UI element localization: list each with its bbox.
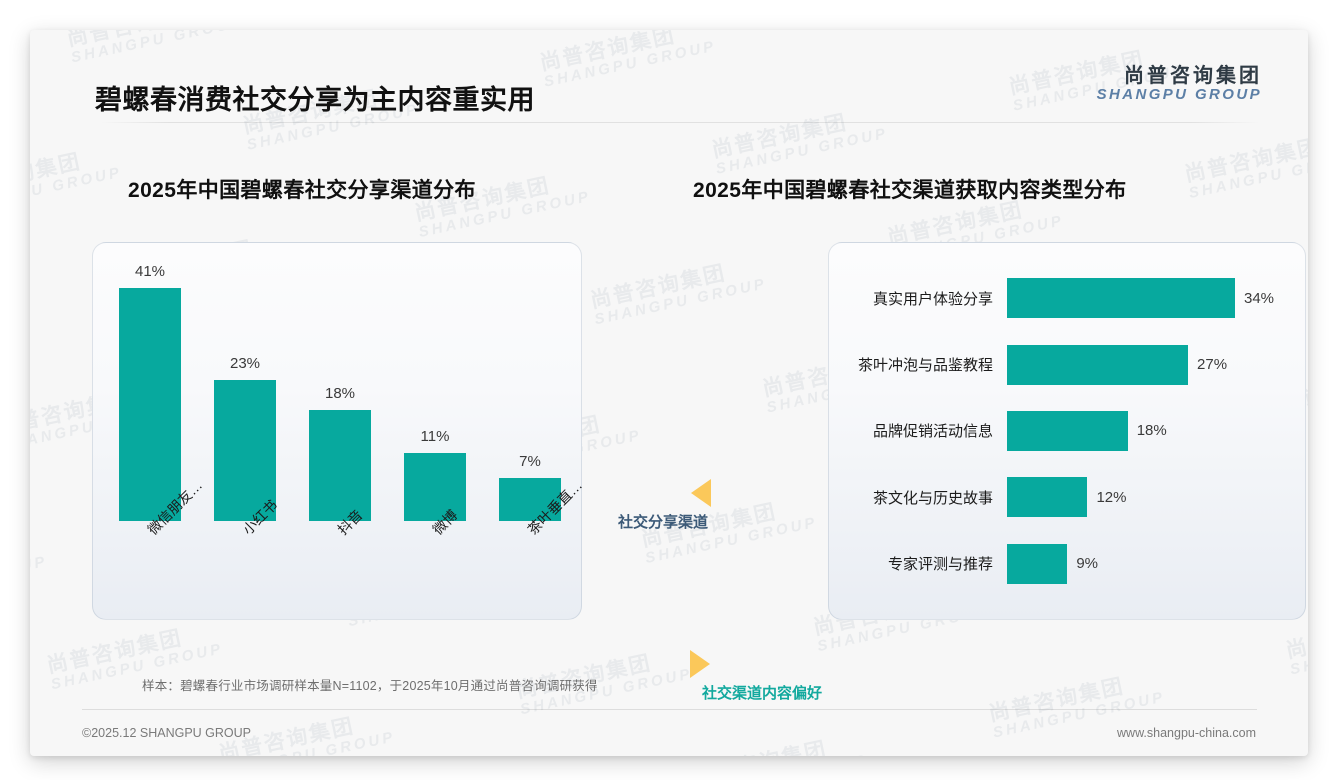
bar[interactable] bbox=[119, 288, 181, 521]
vertical-bar-plot-area: 41% 23% 18% 11% 7% bbox=[119, 263, 561, 521]
slide-footer: ©2025.12 SHANGPU GROUP www.shangpu-china… bbox=[30, 710, 1308, 756]
bar-row[interactable]: 茶文化与历史故事 12% bbox=[829, 477, 1291, 518]
logo-english-text: SHANGPU GROUP bbox=[1096, 86, 1262, 104]
bar-column[interactable]: 7% bbox=[499, 263, 561, 521]
category-label-cell: 微博 bbox=[404, 507, 466, 611]
annotation-channel-label: 社交分享渠道 bbox=[618, 514, 709, 531]
bar-column[interactable]: 23% bbox=[214, 263, 276, 521]
header-divider bbox=[100, 122, 1260, 123]
bar-row[interactable]: 专家评测与推荐 9% bbox=[829, 543, 1291, 584]
bar[interactable] bbox=[1007, 278, 1235, 319]
category-label-cell: 微信朋友… bbox=[119, 477, 205, 611]
footer-website[interactable]: www.shangpu-china.com bbox=[1117, 726, 1256, 740]
category-label-cell: 抖音 bbox=[309, 507, 371, 611]
right-chart-panel: 2025年中国碧螺春社交渠道获取内容类型分布 真实用户体验分享 34% 茶叶冲泡与品… bbox=[685, 122, 1306, 620]
bar-value-label: 23% bbox=[229, 354, 261, 372]
footer-copyright: ©2025.12 SHANGPU GROUP bbox=[82, 726, 251, 740]
bar[interactable] bbox=[1007, 410, 1128, 451]
annotation-social-share-channel: 社交分享渠道 bbox=[618, 479, 711, 532]
bar-value-label: 18% bbox=[324, 385, 356, 403]
brand-logo: 尚普咨询集团 SHANGPU GROUP bbox=[1097, 65, 1262, 104]
bar[interactable] bbox=[404, 453, 466, 521]
bar-row[interactable]: 茶叶冲泡与品鉴教程 27% bbox=[829, 344, 1291, 385]
bar-value-label: 18% bbox=[1136, 422, 1167, 440]
category-label: 专家评测与推荐 bbox=[887, 556, 993, 574]
bar-column[interactable]: 11% bbox=[404, 263, 466, 521]
left-chart-title: 2025年中国碧螺春社交分享渠道分布 bbox=[128, 179, 476, 202]
bar-value-label: 41% bbox=[134, 263, 166, 280]
bar-row[interactable]: 品牌促销活动信息 18% bbox=[829, 410, 1291, 451]
right-chart-title: 2025年中国碧螺春社交渠道获取内容类型分布 bbox=[693, 179, 1127, 202]
category-label-cell: 茶叶垂直… bbox=[499, 477, 585, 611]
source-footnote: 样本：碧螺春行业市场调研样本量N=1102，于2025年10月通过尚普咨询调研获… bbox=[142, 679, 598, 693]
category-label: 茶文化与历史故事 bbox=[872, 489, 993, 507]
vertical-bar-category-axis: 微信朋友… 小红书 抖音 微博 茶叶垂直… bbox=[119, 477, 585, 611]
logo-chinese-text: 尚普咨询集团 bbox=[1124, 65, 1262, 87]
bar[interactable] bbox=[214, 379, 276, 521]
category-label-cell: 小红书 bbox=[214, 497, 280, 611]
bar[interactable] bbox=[1007, 543, 1068, 584]
left-chart-panel: 2025年中国碧螺春社交分享渠道分布 41% 23% 18% 11% 7% 微信朋友… 小… bbox=[92, 122, 612, 620]
bar[interactable] bbox=[1007, 477, 1088, 518]
category-label: 茶叶冲泡与品鉴教程 bbox=[857, 357, 993, 375]
bar[interactable] bbox=[309, 410, 371, 521]
bar-value-label: 12% bbox=[1096, 488, 1127, 506]
category-label: 品牌促销活动信息 bbox=[872, 423, 993, 441]
annotation-preference-label: 社交渠道内容偏好 bbox=[702, 685, 823, 702]
right-chart-card: 真实用户体验分享 34% 茶叶冲泡与品鉴教程 27% 品牌促销活动信息 18% 茶文化与历史… bbox=[828, 242, 1306, 620]
category-label: 真实用户体验分享 bbox=[872, 290, 993, 308]
page-title: 碧螺春消费社交分享为主内容重实用 bbox=[95, 85, 535, 115]
bar[interactable] bbox=[1007, 344, 1189, 385]
bar-value-label: 27% bbox=[1197, 356, 1228, 374]
bar-column[interactable]: 18% bbox=[309, 263, 371, 521]
triangle-left-icon bbox=[691, 479, 711, 507]
bar[interactable] bbox=[499, 477, 561, 521]
bar-value-label: 11% bbox=[420, 428, 450, 446]
triangle-right-icon bbox=[690, 650, 710, 678]
bar-value-label: 9% bbox=[1076, 555, 1099, 573]
bar-value-label: 34% bbox=[1244, 289, 1275, 307]
horizontal-bar-plot-area: 真实用户体验分享 34% 茶叶冲泡与品鉴教程 27% 品牌促销活动信息 18% 茶文化与历史… bbox=[829, 243, 1305, 619]
bar-value-label: 7% bbox=[519, 452, 541, 470]
slide-header: 碧螺春消费社交分享为主内容重实用 尚普咨询集团 SHANGPU GROUP bbox=[30, 30, 1308, 123]
bar-row[interactable]: 真实用户体验分享 34% bbox=[829, 278, 1291, 319]
slide-body: 2025年中国碧螺春社交分享渠道分布 41% 23% 18% 11% 7% 微信朋友… 小… bbox=[30, 122, 1308, 702]
bar-column[interactable]: 41% bbox=[119, 263, 181, 521]
left-chart-card: 41% 23% 18% 11% 7% 微信朋友… 小红书 抖音 微博 茶叶垂直… bbox=[92, 242, 585, 620]
annotation-content-preference: 社交渠道内容偏好 bbox=[690, 650, 822, 703]
footer-divider bbox=[82, 709, 1257, 710]
